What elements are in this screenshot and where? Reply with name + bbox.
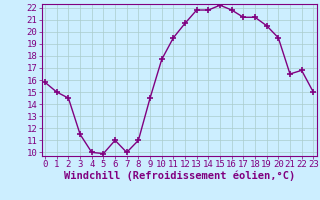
X-axis label: Windchill (Refroidissement éolien,°C): Windchill (Refroidissement éolien,°C) xyxy=(64,171,295,181)
